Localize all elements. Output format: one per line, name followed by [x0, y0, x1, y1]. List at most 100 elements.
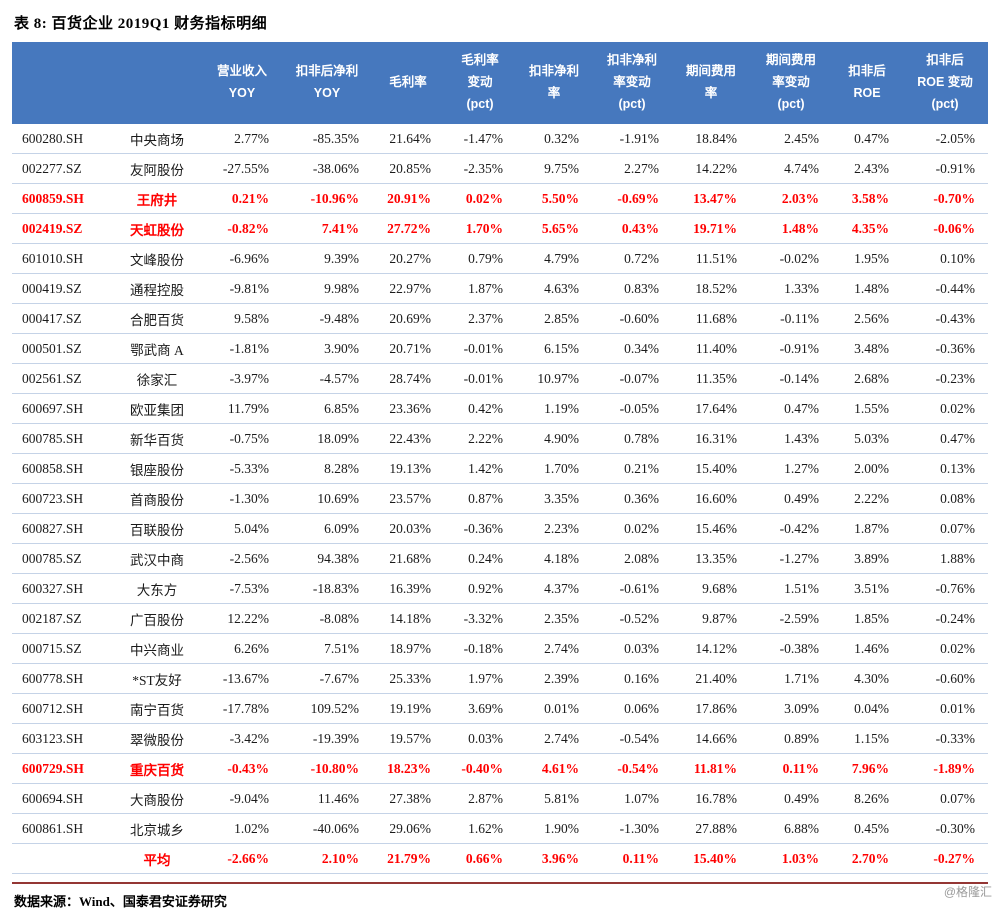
cell-value: -0.11% [750, 303, 832, 334]
table-row: 000715.SZ 中兴商业 6.26% 7.51% 18.97% -0.18% 2.74%… [12, 633, 988, 664]
header-roe: 扣非后 ROE [832, 42, 902, 124]
cell-value: 23.36% [372, 393, 444, 424]
cell-value: 0.02% [592, 513, 672, 544]
table-row: 000417.SZ 合肥百货 9.58% -9.48% 20.69% 2.37% 2.85%… [12, 303, 988, 334]
cell-value: 29.06% [372, 813, 444, 844]
cell-value: -0.91% [902, 153, 988, 184]
cell-value: 1.88% [902, 543, 988, 574]
cell-value: 12.22% [202, 603, 282, 634]
cell-value: -1.81% [202, 333, 282, 364]
cell-value: -38.06% [282, 153, 372, 184]
cell-value: -0.27% [902, 843, 988, 874]
cell-value: 2.87% [444, 783, 516, 814]
header-code-blank [12, 42, 112, 124]
cell-value: 2.22% [444, 423, 516, 454]
cell-value: 0.04% [832, 693, 902, 724]
cell-value: 4.18% [516, 543, 592, 574]
cell-value: 0.79% [444, 243, 516, 274]
cell-stock-code: 002187.SZ [12, 603, 112, 634]
cell-value: -0.38% [750, 633, 832, 664]
cell-company-name: 友阿股份 [112, 153, 202, 184]
table-row: 002187.SZ 广百股份 12.22% -8.08% 14.18% -3.32% 2.3… [12, 603, 988, 634]
cell-value: 20.27% [372, 243, 444, 274]
cell-value: -0.69% [592, 183, 672, 214]
cell-value: 9.75% [516, 153, 592, 184]
cell-value: 1.15% [832, 723, 902, 754]
cell-value: 94.38% [282, 543, 372, 574]
cell-value: 14.22% [672, 153, 750, 184]
cell-value: 4.74% [750, 153, 832, 184]
cell-value: 1.95% [832, 243, 902, 274]
cell-value: 11.81% [672, 753, 750, 784]
cell-value: 7.41% [282, 213, 372, 244]
header-gross-margin: 毛利率 [372, 42, 444, 124]
cell-value: 6.88% [750, 813, 832, 844]
cell-value: 1.07% [592, 783, 672, 814]
cell-value: 2.43% [832, 153, 902, 184]
cell-value: 21.64% [372, 124, 444, 154]
cell-value: -10.96% [282, 183, 372, 214]
cell-value: -2.56% [202, 543, 282, 574]
cell-value: -1.27% [750, 543, 832, 574]
table-row: 600858.SH 银座股份 -5.33% 8.28% 19.13% 1.42% 1.70%… [12, 453, 988, 484]
cell-value: -0.43% [902, 303, 988, 334]
cell-company-name: 中兴商业 [112, 633, 202, 664]
cell-value: 0.11% [592, 843, 672, 874]
cell-value: 0.43% [592, 213, 672, 244]
watermark: @格隆汇 [943, 885, 992, 899]
cell-value: 0.49% [750, 483, 832, 514]
cell-company-name: 新华百货 [112, 423, 202, 454]
cell-stock-code: 600827.SH [12, 513, 112, 544]
cell-company-name: 广百股份 [112, 603, 202, 634]
header-expense-ratio: 期间费用 率 [672, 42, 750, 124]
cell-value: 2.74% [516, 633, 592, 664]
cell-value: 10.97% [516, 363, 592, 394]
cell-value: 9.98% [282, 273, 372, 304]
cell-value: 3.48% [832, 333, 902, 364]
cell-value: 0.47% [832, 124, 902, 154]
cell-value: 0.49% [750, 783, 832, 814]
cell-company-name: 通程控股 [112, 273, 202, 304]
cell-value: -0.52% [592, 603, 672, 634]
cell-stock-code: 603123.SH [12, 723, 112, 754]
cell-value: 5.65% [516, 213, 592, 244]
cell-value: -6.96% [202, 243, 282, 274]
cell-stock-code: 002277.SZ [12, 153, 112, 184]
cell-value: -0.42% [750, 513, 832, 544]
cell-value: 1.48% [750, 213, 832, 244]
cell-value: -0.01% [444, 363, 516, 394]
cell-value: -2.66% [202, 843, 282, 874]
cell-value: 0.87% [444, 483, 516, 514]
cell-value: 4.61% [516, 753, 592, 784]
cell-value: 1.43% [750, 423, 832, 454]
cell-value: -9.04% [202, 783, 282, 814]
cell-stock-code: 000501.SZ [12, 333, 112, 364]
cell-value: 3.09% [750, 693, 832, 724]
cell-value: -0.07% [592, 363, 672, 394]
cell-value: 2.39% [516, 663, 592, 694]
cell-value: 1.62% [444, 813, 516, 844]
cell-value: 3.89% [832, 543, 902, 574]
cell-value: -0.61% [592, 573, 672, 604]
cell-value: -7.53% [202, 573, 282, 604]
cell-value: 0.72% [592, 243, 672, 274]
cell-company-name: 王府井 [112, 183, 202, 214]
cell-value: 7.51% [282, 633, 372, 664]
cell-value: -1.30% [592, 813, 672, 844]
header-expense-ratio-change: 期间费用 率变动 (pct) [750, 42, 832, 124]
cell-value: -3.97% [202, 363, 282, 394]
cell-value: 1.85% [832, 603, 902, 634]
cell-value: 0.03% [444, 723, 516, 754]
table-row: 000785.SZ 武汉中商 -2.56% 94.38% 21.68% 0.24% 4.18… [12, 543, 988, 574]
cell-value: -17.78% [202, 693, 282, 724]
cell-value: -0.14% [750, 363, 832, 394]
cell-value: 3.69% [444, 693, 516, 724]
table-row: 600694.SH 大商股份 -9.04% 11.46% 27.38% 2.87% 5.81… [12, 783, 988, 814]
cell-value: 21.40% [672, 663, 750, 694]
table-row: 600785.SH 新华百货 -0.75% 18.09% 22.43% 2.22% 4.90… [12, 423, 988, 454]
cell-value: 0.07% [902, 513, 988, 544]
table-row: 002419.SZ 天虹股份 -0.82% 7.41% 27.72% 1.70% 5.65%… [12, 213, 988, 244]
cell-value: -7.67% [282, 663, 372, 694]
cell-value: 0.83% [592, 273, 672, 304]
cell-company-name: 南宁百货 [112, 693, 202, 724]
